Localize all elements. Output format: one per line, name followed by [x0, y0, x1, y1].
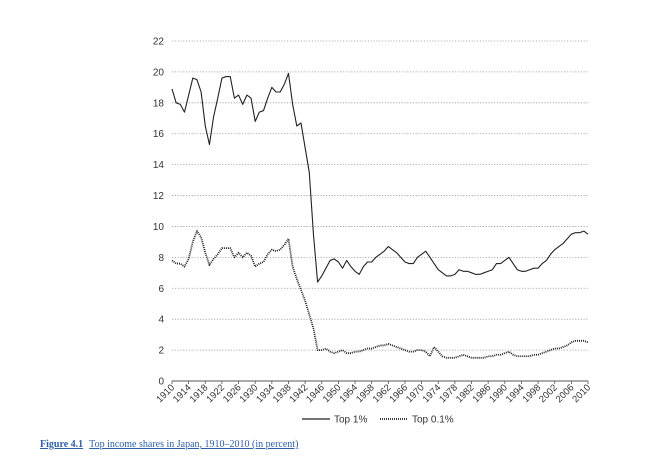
- x-axis-ticks: 1910191419181922192619301934193819421946…: [154, 381, 593, 405]
- y-tick-label: 6: [158, 284, 164, 295]
- y-tick-label: 0: [158, 377, 164, 388]
- figure-caption-text: Top income shares in Japan, 1910–2010 (i…: [89, 439, 299, 450]
- figure-number: Figure 4.1: [40, 439, 84, 450]
- y-tick-label: 8: [158, 253, 164, 264]
- legend: Top 1% Top 0.1%: [302, 415, 454, 426]
- series-line-top-1-percent: [171, 72, 589, 283]
- y-tick-label: 16: [153, 129, 165, 140]
- y-tick-label: 10: [153, 222, 165, 233]
- y-tick-label: 18: [153, 98, 165, 109]
- y-tick-label: 22: [153, 37, 165, 48]
- y-tick-label: 14: [153, 160, 165, 171]
- legend-label: Top 1%: [334, 415, 367, 426]
- y-tick-label: 12: [153, 191, 165, 202]
- y-axis-ticks: 0 2 4 6 8 10 12 14 16 18 20 22: [153, 37, 165, 388]
- y-tick-label: 20: [153, 67, 165, 78]
- y-tick-label: 4: [158, 315, 164, 326]
- legend-label: Top 0.1%: [412, 415, 454, 426]
- series-lines: [171, 72, 589, 359]
- y-tick-label: 2: [158, 346, 164, 357]
- figure-caption[interactable]: Figure 4.1 Top income shares in Japan, 19…: [40, 439, 298, 450]
- series-line-top-0-1-percent: [171, 230, 589, 359]
- x-tick-label: 2010: [570, 382, 593, 405]
- gridlines: [172, 40, 588, 382]
